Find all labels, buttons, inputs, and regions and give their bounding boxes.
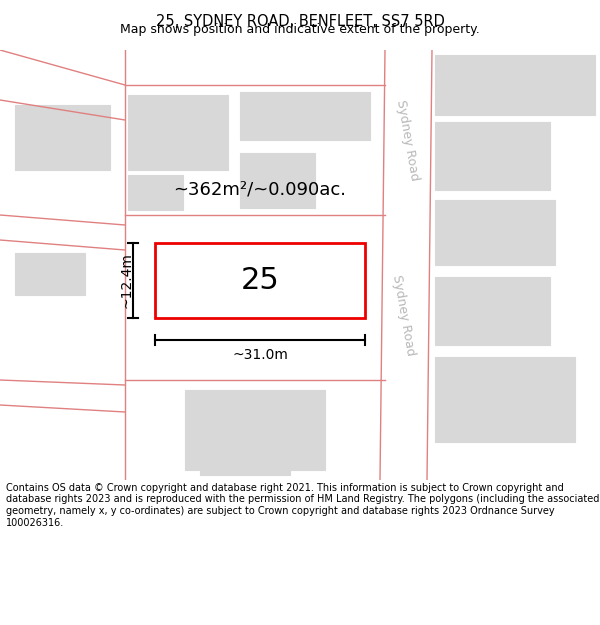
Bar [200, 440, 290, 475]
Text: 25: 25 [241, 266, 280, 295]
Bar [128, 175, 183, 210]
Bar [240, 92, 370, 140]
Bar [128, 95, 228, 170]
Bar [435, 357, 575, 442]
Text: Sydney Road: Sydney Road [391, 274, 418, 356]
Text: Contains OS data © Crown copyright and database right 2021. This information is : Contains OS data © Crown copyright and d… [6, 483, 599, 528]
Text: ~362m²/~0.090ac.: ~362m²/~0.090ac. [173, 181, 347, 199]
Text: Map shows position and indicative extent of the property.: Map shows position and indicative extent… [120, 23, 480, 36]
Bar [185, 390, 325, 470]
Bar [435, 122, 550, 190]
Text: 25, SYDNEY ROAD, BENFLEET, SS7 5RD: 25, SYDNEY ROAD, BENFLEET, SS7 5RD [155, 14, 445, 29]
Bar [165, 249, 250, 312]
Bar [15, 105, 110, 170]
Bar [435, 55, 595, 115]
Text: ~31.0m: ~31.0m [232, 348, 288, 362]
Bar [155, 243, 365, 318]
Bar [15, 253, 85, 295]
Text: ~12.4m: ~12.4m [120, 253, 134, 308]
Text: Sydney Road: Sydney Road [394, 99, 422, 181]
Bar [435, 200, 555, 265]
Bar [435, 277, 550, 345]
Bar [240, 153, 315, 208]
